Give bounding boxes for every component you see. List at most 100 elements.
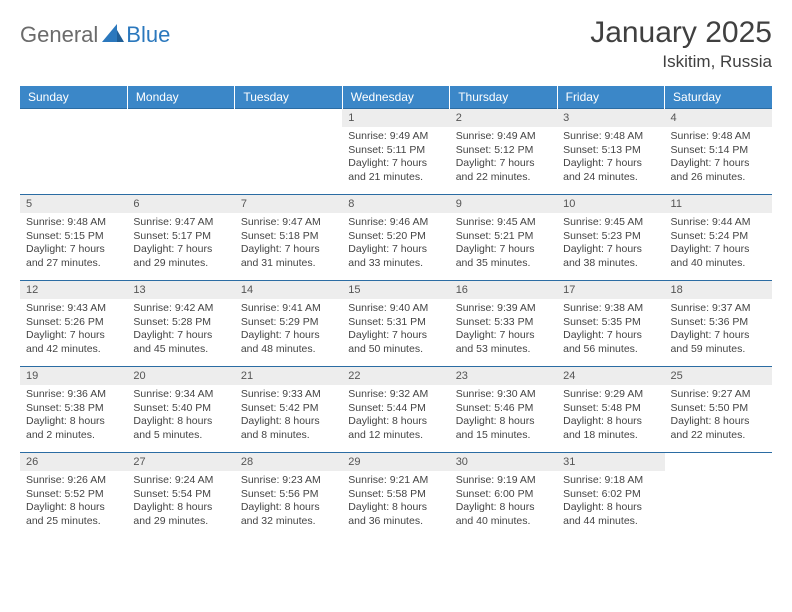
day-content: Sunrise: 9:21 AMSunset: 5:58 PMDaylight:…: [342, 471, 449, 533]
day-number: 19: [20, 367, 127, 385]
day-number: 5: [20, 195, 127, 213]
day-content: Sunrise: 9:18 AMSunset: 6:02 PMDaylight:…: [557, 471, 664, 533]
calendar-cell: 5Sunrise: 9:48 AMSunset: 5:15 PMDaylight…: [20, 195, 127, 281]
weekday-header: Sunday: [20, 86, 127, 109]
calendar-table: SundayMondayTuesdayWednesdayThursdayFrid…: [20, 86, 772, 539]
day-number: 26: [20, 453, 127, 471]
day-content: Sunrise: 9:49 AMSunset: 5:11 PMDaylight:…: [342, 127, 449, 189]
day-content: Sunrise: 9:36 AMSunset: 5:38 PMDaylight:…: [20, 385, 127, 447]
calendar-week-row: 12Sunrise: 9:43 AMSunset: 5:26 PMDayligh…: [20, 281, 772, 367]
calendar-cell: 25Sunrise: 9:27 AMSunset: 5:50 PMDayligh…: [665, 367, 772, 453]
day-content: Sunrise: 9:43 AMSunset: 5:26 PMDaylight:…: [20, 299, 127, 361]
day-content: Sunrise: 9:38 AMSunset: 5:35 PMDaylight:…: [557, 299, 664, 361]
weekday-header: Monday: [127, 86, 234, 109]
day-number: 7: [235, 195, 342, 213]
day-content: Sunrise: 9:44 AMSunset: 5:24 PMDaylight:…: [665, 213, 772, 275]
calendar-body: 1Sunrise: 9:49 AMSunset: 5:11 PMDaylight…: [20, 109, 772, 539]
day-number: 9: [450, 195, 557, 213]
day-number: 17: [557, 281, 664, 299]
day-content: Sunrise: 9:49 AMSunset: 5:12 PMDaylight:…: [450, 127, 557, 189]
calendar-cell: 24Sunrise: 9:29 AMSunset: 5:48 PMDayligh…: [557, 367, 664, 453]
calendar-cell: 12Sunrise: 9:43 AMSunset: 5:26 PMDayligh…: [20, 281, 127, 367]
calendar-cell: 7Sunrise: 9:47 AMSunset: 5:18 PMDaylight…: [235, 195, 342, 281]
weekday-header: Tuesday: [235, 86, 342, 109]
calendar-cell: 2Sunrise: 9:49 AMSunset: 5:12 PMDaylight…: [450, 109, 557, 195]
day-number: 16: [450, 281, 557, 299]
logo-text-blue: Blue: [126, 22, 170, 48]
day-number: 20: [127, 367, 234, 385]
weekday-header: Wednesday: [342, 86, 449, 109]
calendar-cell: 28Sunrise: 9:23 AMSunset: 5:56 PMDayligh…: [235, 453, 342, 539]
calendar-cell: 10Sunrise: 9:45 AMSunset: 5:23 PMDayligh…: [557, 195, 664, 281]
title-block: January 2025 Iskitim, Russia: [590, 16, 772, 72]
calendar-cell: 1Sunrise: 9:49 AMSunset: 5:11 PMDaylight…: [342, 109, 449, 195]
day-number: 4: [665, 109, 772, 127]
day-number: 6: [127, 195, 234, 213]
calendar-cell: 9Sunrise: 9:45 AMSunset: 5:21 PMDaylight…: [450, 195, 557, 281]
day-number: 13: [127, 281, 234, 299]
day-number: 27: [127, 453, 234, 471]
calendar-week-row: 5Sunrise: 9:48 AMSunset: 5:15 PMDaylight…: [20, 195, 772, 281]
day-number: 29: [342, 453, 449, 471]
day-number: 21: [235, 367, 342, 385]
day-content: Sunrise: 9:48 AMSunset: 5:13 PMDaylight:…: [557, 127, 664, 189]
day-content: Sunrise: 9:23 AMSunset: 5:56 PMDaylight:…: [235, 471, 342, 533]
calendar-cell: 6Sunrise: 9:47 AMSunset: 5:17 PMDaylight…: [127, 195, 234, 281]
day-content: Sunrise: 9:26 AMSunset: 5:52 PMDaylight:…: [20, 471, 127, 533]
calendar-cell: 18Sunrise: 9:37 AMSunset: 5:36 PMDayligh…: [665, 281, 772, 367]
calendar-cell: 20Sunrise: 9:34 AMSunset: 5:40 PMDayligh…: [127, 367, 234, 453]
day-content: Sunrise: 9:45 AMSunset: 5:21 PMDaylight:…: [450, 213, 557, 275]
calendar-cell: 22Sunrise: 9:32 AMSunset: 5:44 PMDayligh…: [342, 367, 449, 453]
weekday-header-row: SundayMondayTuesdayWednesdayThursdayFrid…: [20, 86, 772, 109]
month-title: January 2025: [590, 16, 772, 50]
day-number: 30: [450, 453, 557, 471]
calendar-week-row: 1Sunrise: 9:49 AMSunset: 5:11 PMDaylight…: [20, 109, 772, 195]
day-number: 8: [342, 195, 449, 213]
day-content: Sunrise: 9:40 AMSunset: 5:31 PMDaylight:…: [342, 299, 449, 361]
page-header: General Blue January 2025 Iskitim, Russi…: [20, 16, 772, 72]
day-number: 24: [557, 367, 664, 385]
day-content: Sunrise: 9:47 AMSunset: 5:18 PMDaylight:…: [235, 213, 342, 275]
logo-text-general: General: [20, 22, 98, 48]
calendar-cell: 17Sunrise: 9:38 AMSunset: 5:35 PMDayligh…: [557, 281, 664, 367]
calendar-week-row: 19Sunrise: 9:36 AMSunset: 5:38 PMDayligh…: [20, 367, 772, 453]
day-number: 3: [557, 109, 664, 127]
day-content: Sunrise: 9:24 AMSunset: 5:54 PMDaylight:…: [127, 471, 234, 533]
calendar-cell: 31Sunrise: 9:18 AMSunset: 6:02 PMDayligh…: [557, 453, 664, 539]
day-number: 2: [450, 109, 557, 127]
calendar-week-row: 26Sunrise: 9:26 AMSunset: 5:52 PMDayligh…: [20, 453, 772, 539]
weekday-header: Thursday: [450, 86, 557, 109]
day-content: Sunrise: 9:37 AMSunset: 5:36 PMDaylight:…: [665, 299, 772, 361]
calendar-cell: 11Sunrise: 9:44 AMSunset: 5:24 PMDayligh…: [665, 195, 772, 281]
calendar-cell: 29Sunrise: 9:21 AMSunset: 5:58 PMDayligh…: [342, 453, 449, 539]
calendar-cell: 26Sunrise: 9:26 AMSunset: 5:52 PMDayligh…: [20, 453, 127, 539]
day-content: Sunrise: 9:33 AMSunset: 5:42 PMDaylight:…: [235, 385, 342, 447]
calendar-cell: [235, 109, 342, 195]
day-content: Sunrise: 9:48 AMSunset: 5:15 PMDaylight:…: [20, 213, 127, 275]
calendar-cell: 19Sunrise: 9:36 AMSunset: 5:38 PMDayligh…: [20, 367, 127, 453]
calendar-cell: [127, 109, 234, 195]
day-number: 11: [665, 195, 772, 213]
day-number: 14: [235, 281, 342, 299]
calendar-cell: 27Sunrise: 9:24 AMSunset: 5:54 PMDayligh…: [127, 453, 234, 539]
day-content: Sunrise: 9:42 AMSunset: 5:28 PMDaylight:…: [127, 299, 234, 361]
calendar-cell: 23Sunrise: 9:30 AMSunset: 5:46 PMDayligh…: [450, 367, 557, 453]
day-number: 31: [557, 453, 664, 471]
day-content: Sunrise: 9:45 AMSunset: 5:23 PMDaylight:…: [557, 213, 664, 275]
calendar-cell: [20, 109, 127, 195]
day-content: Sunrise: 9:29 AMSunset: 5:48 PMDaylight:…: [557, 385, 664, 447]
calendar-cell: 3Sunrise: 9:48 AMSunset: 5:13 PMDaylight…: [557, 109, 664, 195]
calendar-cell: 16Sunrise: 9:39 AMSunset: 5:33 PMDayligh…: [450, 281, 557, 367]
weekday-header: Friday: [557, 86, 664, 109]
calendar-cell: 21Sunrise: 9:33 AMSunset: 5:42 PMDayligh…: [235, 367, 342, 453]
logo: General Blue: [20, 22, 170, 48]
day-content: Sunrise: 9:27 AMSunset: 5:50 PMDaylight:…: [665, 385, 772, 447]
location-text: Iskitim, Russia: [590, 52, 772, 72]
calendar-cell: 14Sunrise: 9:41 AMSunset: 5:29 PMDayligh…: [235, 281, 342, 367]
day-content: Sunrise: 9:34 AMSunset: 5:40 PMDaylight:…: [127, 385, 234, 447]
day-number: 23: [450, 367, 557, 385]
weekday-header: Saturday: [665, 86, 772, 109]
logo-triangle-icon: [102, 24, 124, 47]
calendar-cell: 30Sunrise: 9:19 AMSunset: 6:00 PMDayligh…: [450, 453, 557, 539]
calendar-cell: 8Sunrise: 9:46 AMSunset: 5:20 PMDaylight…: [342, 195, 449, 281]
